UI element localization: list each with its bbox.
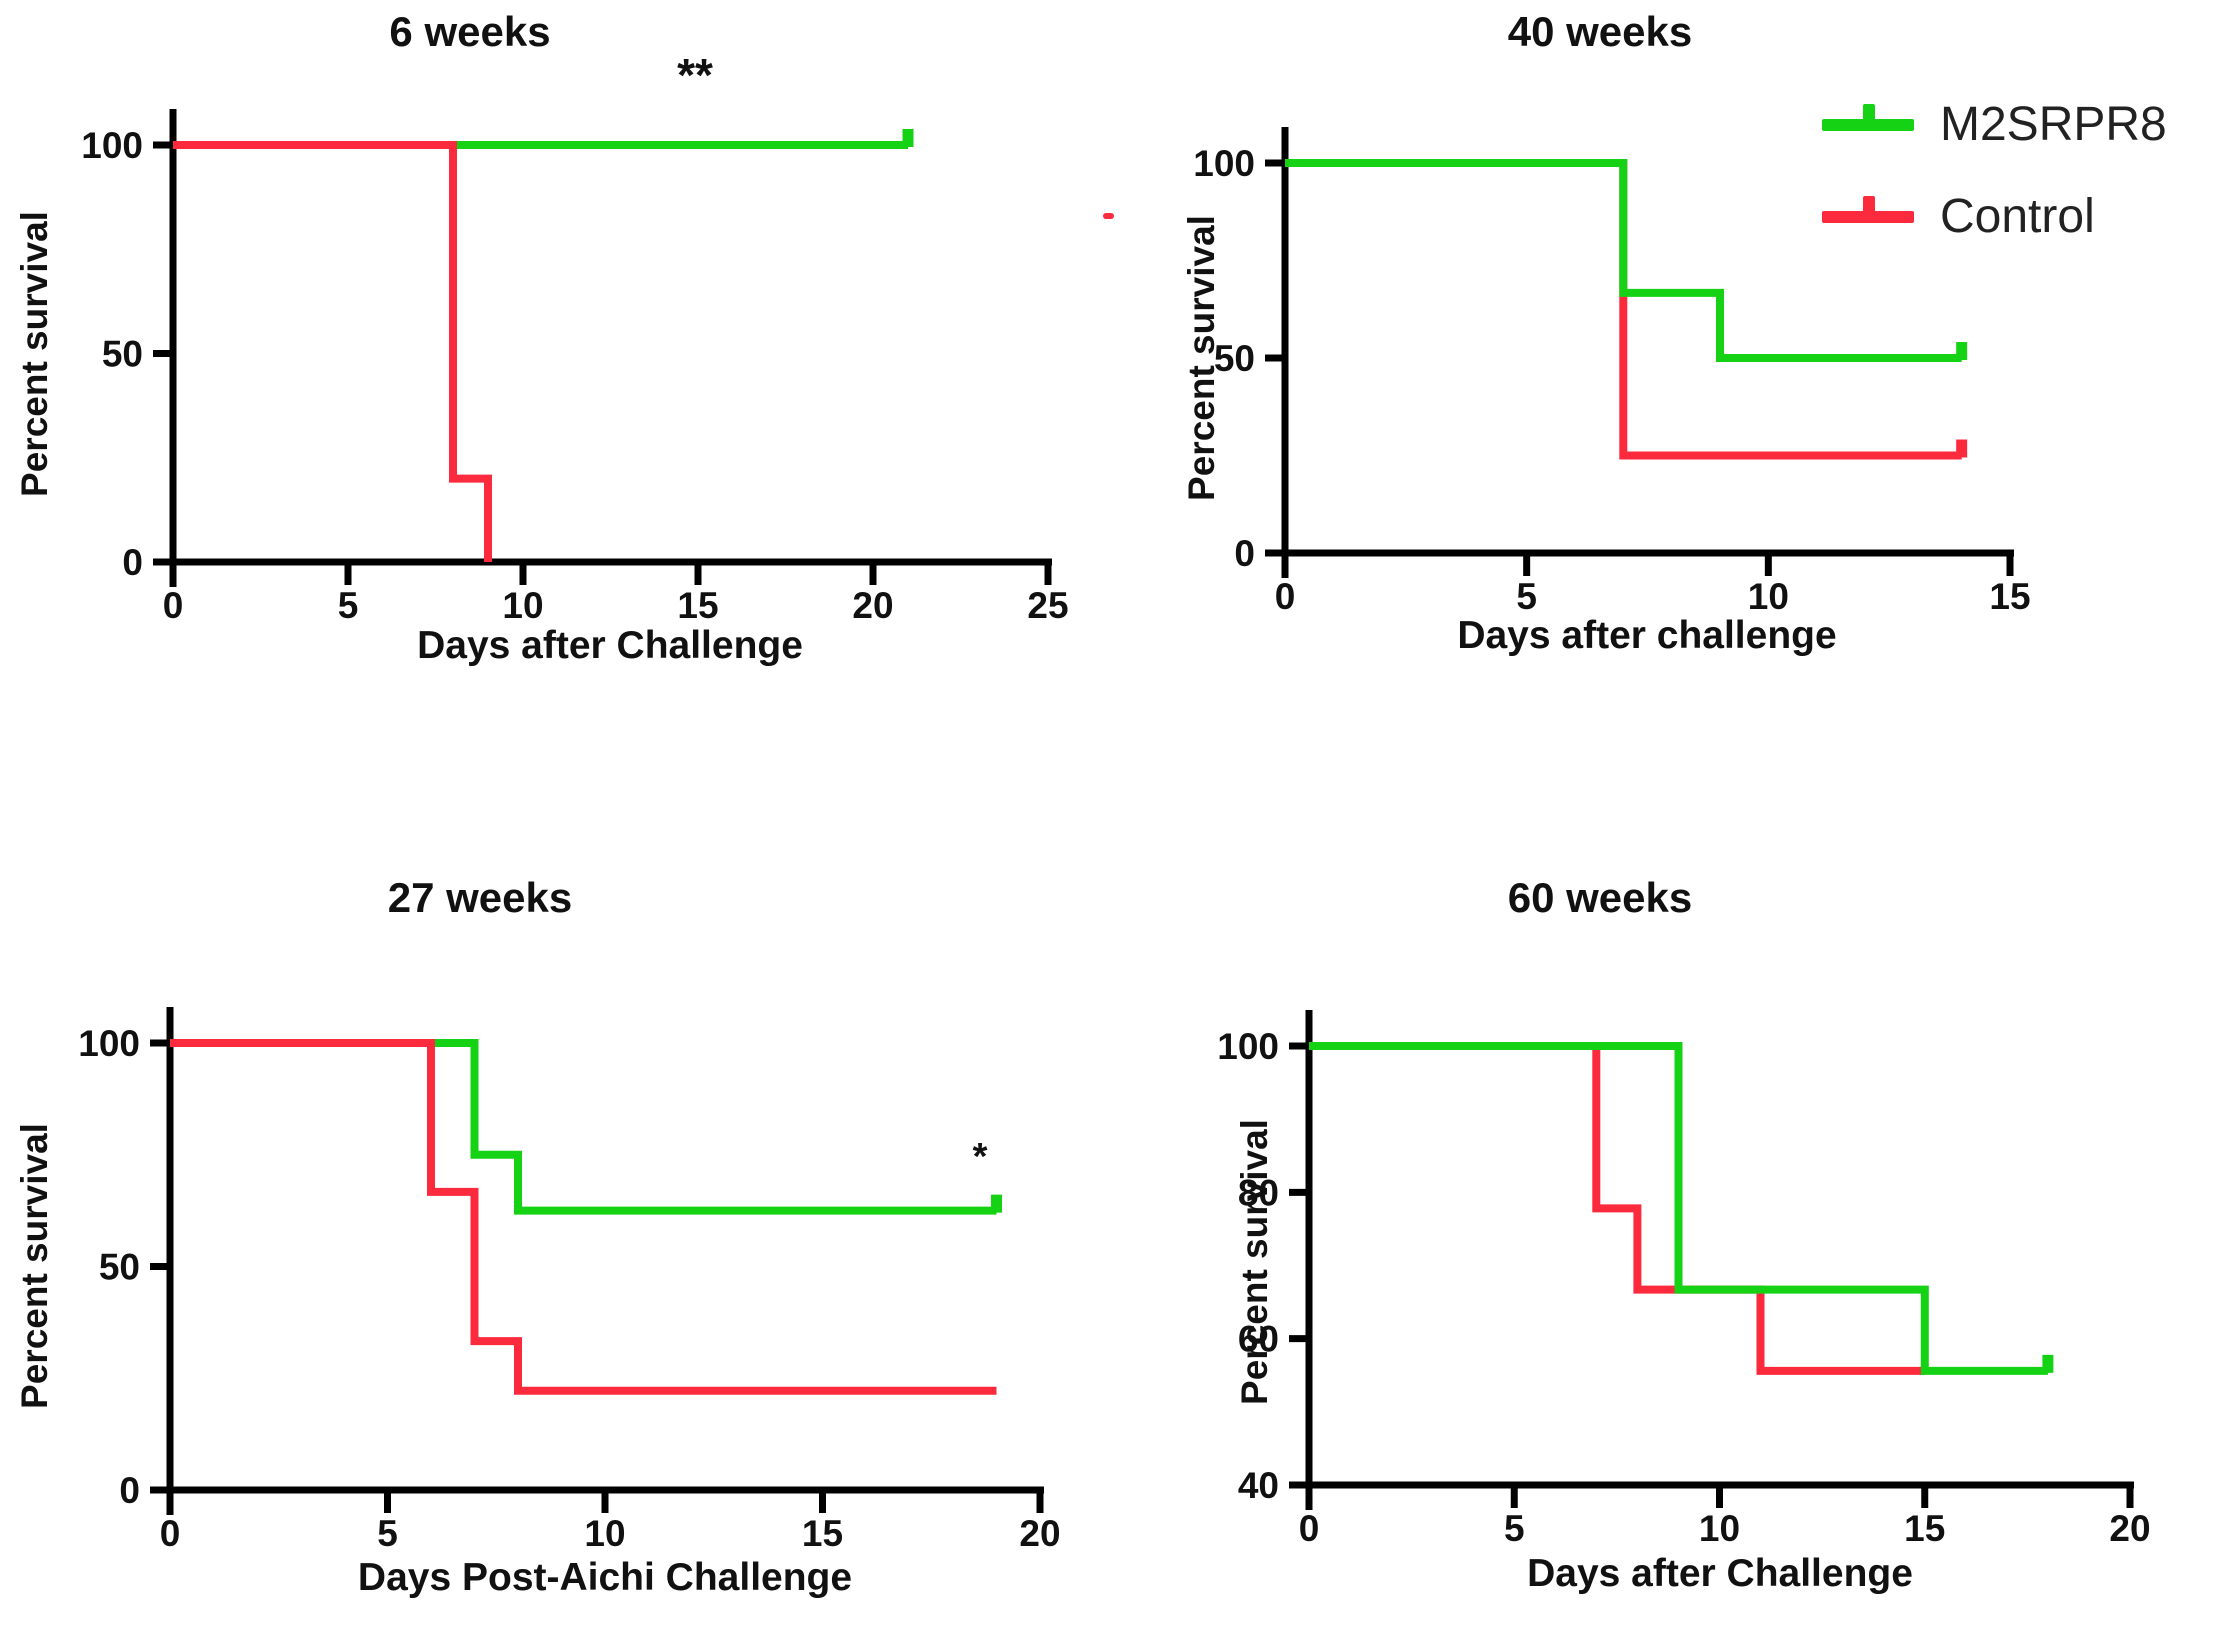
- p4-x-tick-label-5: 5: [1504, 1508, 1525, 1549]
- p4-x-tick-label-0: 0: [1299, 1508, 1320, 1549]
- p3-x-tick-label-0: 0: [160, 1513, 181, 1554]
- p2-y-tick-label-0: 0: [1234, 533, 1255, 574]
- legend: M2SRPR8 Control: [1822, 92, 2167, 250]
- p4-y-tick-label-100: 100: [1217, 1026, 1279, 1067]
- p1-x-tick-label-25: 25: [1027, 585, 1068, 626]
- y-axis-label-p1: Percent survival: [14, 211, 55, 497]
- x-axis-label-p2: Days after challenge: [1457, 614, 1837, 657]
- p2-x-tick-label-10: 10: [1748, 576, 1789, 617]
- red-stray-mark: [1103, 213, 1114, 219]
- x-axis-label-p3: Days Post-Aichi Challenge: [357, 1556, 853, 1599]
- p3-y-tick-label-0: 0: [119, 1470, 140, 1511]
- panel-title-27-weeks: 27 weeks: [387, 874, 573, 921]
- p1-x-tick-label-15: 15: [677, 585, 718, 626]
- p4-y-tick-label-60: 60: [1238, 1319, 1279, 1360]
- p4-control-curve: [1309, 1042, 1925, 1375]
- p3-x-tick-label-10: 10: [584, 1513, 625, 1554]
- p2-x-tick-label-0: 0: [1275, 576, 1296, 617]
- censor-tick-icon: [1863, 196, 1875, 213]
- p1-x-tick-label-10: 10: [502, 585, 543, 626]
- legend-label-control: Control: [1940, 190, 2095, 243]
- p3-y-tick-label-50: 50: [99, 1247, 140, 1288]
- p3-y-tick-label-100: 100: [78, 1023, 140, 1064]
- x-axis-label-p4: Days after Challenge: [1527, 1552, 1913, 1595]
- p2-y-tick-label-100: 100: [1193, 143, 1255, 184]
- m2srpr8-line-swatch: [1822, 104, 1914, 131]
- p2-y-tick-label-50: 50: [1214, 338, 1255, 379]
- p3-x-tick-label-15: 15: [802, 1513, 843, 1554]
- p4-y-tick-label-40: 40: [1238, 1465, 1279, 1506]
- p1-y-tick-label-100: 100: [81, 125, 143, 166]
- legend-item-m2srpr8: M2SRPR8: [1822, 92, 2167, 158]
- p3-x-tick-label-5: 5: [377, 1513, 398, 1554]
- y-axis-label-p3: Percent survival: [14, 1123, 55, 1409]
- control-line-swatch: [1822, 196, 1914, 223]
- p1-y-tick-label-50: 50: [102, 334, 143, 375]
- y-axis-label-p4: Percent survival: [1234, 1119, 1275, 1405]
- p1-x-tick-label-20: 20: [852, 585, 893, 626]
- p1-control-curve: [173, 141, 492, 562]
- p4-x-tick-label-10: 10: [1699, 1508, 1740, 1549]
- p4-y-tick-label-80: 80: [1238, 1172, 1279, 1213]
- p2-x-tick-label-5: 5: [1516, 576, 1537, 617]
- p2-m2srpr8-curve: [1285, 159, 1962, 362]
- p3-m2srpr8-curve: [170, 1039, 997, 1215]
- legend-label-m2srpr8: M2SRPR8: [1940, 98, 2167, 151]
- p1-x-tick-label-0: 0: [163, 585, 184, 626]
- censor-tick-icon: [1863, 104, 1875, 121]
- p3-control-curve: [170, 1039, 997, 1395]
- p4-m2srpr8-curve: [1309, 1042, 2048, 1375]
- p3-x-tick-label-20: 20: [1019, 1513, 1060, 1554]
- p4-x-tick-label-15: 15: [1904, 1508, 1945, 1549]
- significance-annotation-p1: **: [677, 49, 713, 101]
- p4-x-tick-label-20: 20: [2109, 1508, 2150, 1549]
- legend-item-control: Control: [1822, 184, 2167, 250]
- p1-y-tick-label-0: 0: [122, 542, 143, 583]
- p2-x-tick-label-15: 15: [1989, 576, 2030, 617]
- panel-title-6-weeks: 6 weeks: [389, 8, 551, 55]
- y-axis-label-p2: Percent survival: [1181, 215, 1222, 501]
- x-axis-label-p1: Days after Challenge: [417, 624, 803, 667]
- panel-title-60-weeks: 60 weeks: [1507, 874, 1693, 921]
- significance-annotation-p3: *: [972, 1136, 988, 1178]
- panel-title-40-weeks: 40 weeks: [1507, 8, 1693, 55]
- p1-x-tick-label-5: 5: [338, 585, 359, 626]
